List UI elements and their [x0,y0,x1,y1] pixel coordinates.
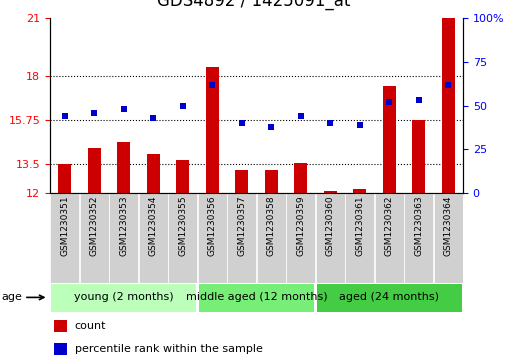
Bar [139,193,168,283]
Text: aged (24 months): aged (24 months) [339,293,439,302]
Bar [227,193,256,283]
Bar [235,170,248,193]
Bar [441,18,455,193]
Bar [324,191,337,193]
Bar [206,67,219,193]
Bar [412,120,425,193]
Text: percentile rank within the sample: percentile rank within the sample [75,344,263,354]
Text: GDS4892 / 1425091_at: GDS4892 / 1425091_at [157,0,351,10]
Text: age: age [2,291,22,302]
Bar [287,193,315,283]
Bar [54,343,67,355]
Bar [198,193,227,283]
Text: GSM1230360: GSM1230360 [326,196,335,256]
Text: GSM1230355: GSM1230355 [178,196,187,256]
Bar [294,163,307,193]
Bar [404,193,433,283]
Bar [147,154,160,193]
Bar [316,284,462,312]
Text: GSM1230358: GSM1230358 [267,196,276,256]
Bar [375,193,404,283]
Text: GSM1230356: GSM1230356 [208,196,217,256]
Bar [345,193,374,283]
Bar [51,284,196,312]
Text: GSM1230357: GSM1230357 [237,196,246,256]
Text: young (2 months): young (2 months) [74,293,174,302]
Text: GSM1230359: GSM1230359 [296,196,305,256]
Bar [176,160,189,193]
Bar [353,189,366,193]
Text: GSM1230364: GSM1230364 [444,196,453,256]
Bar [265,170,278,193]
Bar [434,193,463,283]
Bar [257,193,285,283]
Bar [117,142,131,193]
Text: GSM1230354: GSM1230354 [149,196,158,256]
Bar [80,193,109,283]
Text: count: count [75,321,106,331]
Text: GSM1230351: GSM1230351 [60,196,69,256]
Text: GSM1230363: GSM1230363 [414,196,423,256]
Text: GSM1230353: GSM1230353 [119,196,128,256]
Bar [109,193,138,283]
Bar [199,284,314,312]
Text: GSM1230362: GSM1230362 [385,196,394,256]
Bar [54,319,67,333]
Bar [383,86,396,193]
Bar [50,193,79,283]
Bar [87,148,101,193]
Text: GSM1230361: GSM1230361 [355,196,364,256]
Text: GSM1230352: GSM1230352 [90,196,99,256]
Bar [168,193,197,283]
Bar [316,193,345,283]
Text: middle aged (12 months): middle aged (12 months) [186,293,327,302]
Bar [58,164,72,193]
